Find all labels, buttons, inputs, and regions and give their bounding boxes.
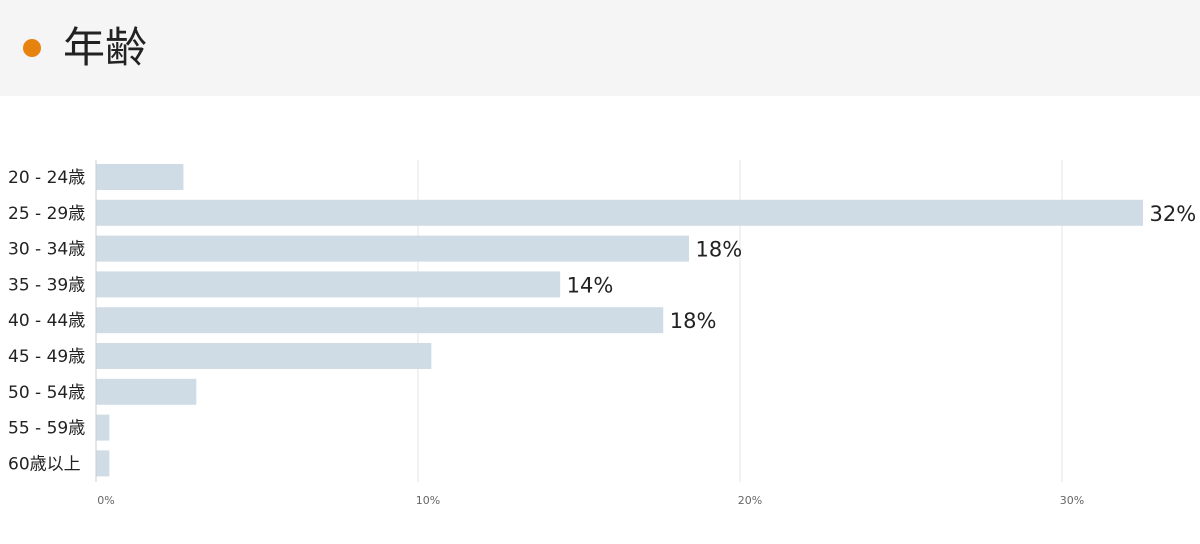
category-label: 55 - 59歳 <box>8 419 85 439</box>
bar <box>96 450 110 477</box>
bar <box>96 414 110 441</box>
data-label: 14% <box>567 273 614 297</box>
bar <box>96 199 1143 226</box>
x-tick-label: 0% <box>97 494 114 507</box>
data-label: 18% <box>695 238 742 262</box>
section-header: 年齢 <box>0 0 1200 96</box>
category-label: 45 - 49歳 <box>8 347 85 367</box>
bar <box>96 378 197 405</box>
data-label: 32% <box>1150 202 1197 226</box>
bar <box>96 343 432 369</box>
x-tick-label: 10% <box>416 494 440 507</box>
x-tick-label: 30% <box>1060 494 1084 507</box>
category-label: 40 - 44歳 <box>8 311 85 331</box>
category-label: 35 - 39歳 <box>8 275 85 295</box>
bullet-dot-icon <box>23 39 41 57</box>
category-label: 20 - 24歳 <box>8 168 85 188</box>
bar <box>96 164 184 190</box>
category-label: 30 - 34歳 <box>8 240 85 260</box>
bar <box>96 307 664 334</box>
bar-layer <box>96 164 1143 477</box>
category-label: 50 - 54歳 <box>8 383 85 403</box>
x-tick-label: 20% <box>738 494 762 507</box>
bar <box>96 271 561 298</box>
category-label: 60歳以上 <box>8 454 81 474</box>
label-layer: 0% 10% 20% 30% 20 - 24歳 25 - 29歳 32% 30 - 34歳 18… <box>8 168 1196 507</box>
bar <box>96 235 689 262</box>
data-label: 18% <box>670 309 717 333</box>
category-label: 25 - 29歳 <box>8 204 85 224</box>
section-title: 年齢 <box>63 23 148 72</box>
